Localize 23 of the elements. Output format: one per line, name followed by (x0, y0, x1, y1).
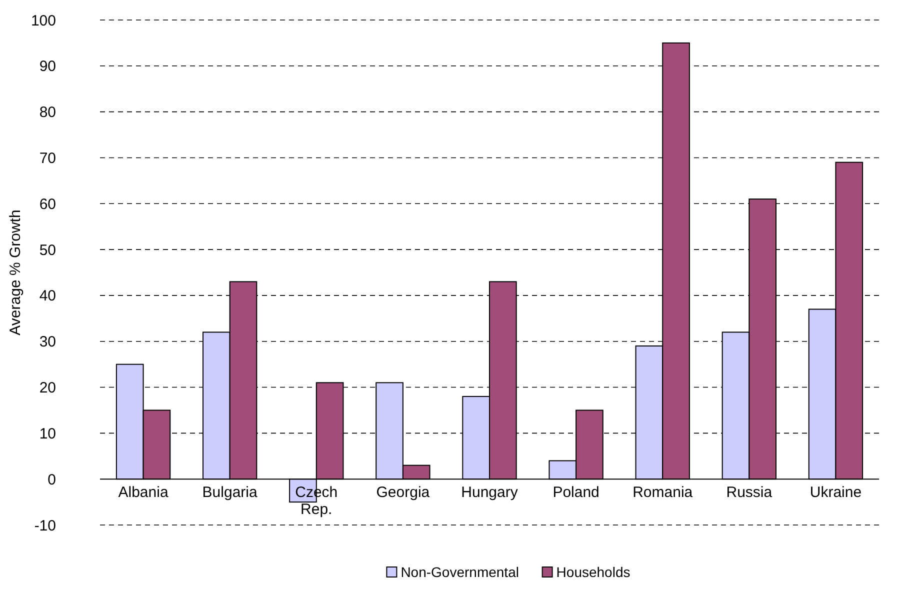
y-tick-label: 90 (39, 58, 56, 76)
x-tick-label: Russia (726, 484, 773, 502)
y-tick-label: 20 (39, 380, 56, 397)
y-tick-label: 40 (39, 288, 56, 305)
y-tick-label: 0 (48, 471, 56, 488)
x-tick-label: Albania (118, 484, 169, 502)
y-axis-title: Average % Growth (7, 210, 24, 336)
x-tick-label: Poland (552, 484, 600, 502)
y-tick-label: 100 (30, 12, 56, 30)
legend-label: Households (556, 564, 630, 580)
y-tick-label: 50 (39, 242, 56, 259)
y-tick-label: 80 (39, 104, 56, 122)
y-tick-label: -10 (34, 517, 56, 534)
x-tick-label: Romania (632, 484, 694, 502)
y-tick-label: 70 (39, 150, 56, 167)
legend-label: Non-Governmental (400, 564, 519, 580)
y-tick-label: 10 (39, 425, 56, 442)
x-tick-label: Ukraine (810, 484, 862, 502)
y-tick-label: 60 (39, 196, 56, 213)
y-tick-label: 30 (39, 334, 56, 351)
x-tick-label: Georgia (376, 484, 430, 502)
x-tick-label: Hungary (461, 484, 518, 502)
x-tick-label: Bulgaria (202, 484, 258, 502)
